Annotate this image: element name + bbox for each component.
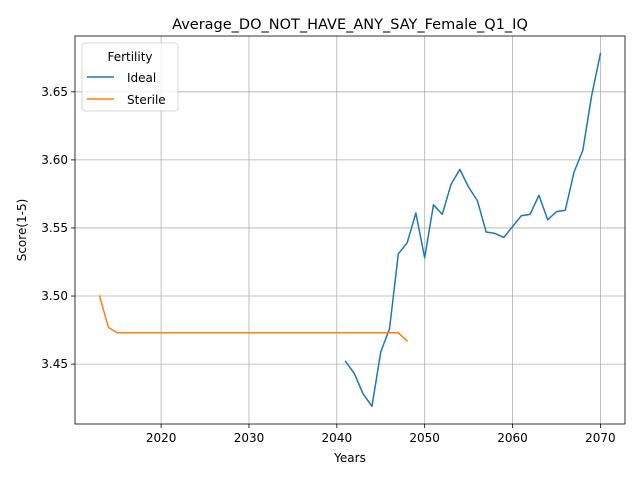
- y-axis-ticks: 3.45 3.50 3.55 3.60 3.65: [41, 85, 75, 371]
- x-tick-label: 2050: [409, 431, 440, 445]
- legend-title: Fertility: [107, 50, 152, 64]
- x-tick-label: 2040: [322, 431, 353, 445]
- x-tick-label: 2030: [234, 431, 265, 445]
- legend-label-ideal: Ideal: [127, 71, 156, 85]
- y-tick-label: 3.55: [41, 221, 68, 235]
- x-axis-label: Years: [333, 451, 366, 465]
- x-tick-label: 2060: [497, 431, 528, 445]
- series-layer: [98, 52, 602, 408]
- y-tick-label: 3.65: [41, 85, 68, 99]
- legend-label-sterile: Sterile: [127, 93, 166, 107]
- legend: Fertility Ideal Sterile: [81, 42, 179, 112]
- series-line-ideal: [344, 52, 602, 408]
- x-tick-label: 2020: [146, 431, 177, 445]
- x-tick-label: 2070: [585, 431, 616, 445]
- x-axis-ticks: 2020 2030 2040 2050 2060 2070: [146, 424, 616, 445]
- chart-title: Average_DO_NOT_HAVE_ANY_SAY_Female_Q1_IQ: [172, 17, 528, 33]
- y-tick-label: 3.45: [41, 357, 68, 371]
- series-line-sterile: [98, 295, 409, 343]
- plot-frame: [74, 35, 626, 425]
- legend-box: [81, 42, 179, 112]
- y-tick-label: 3.60: [41, 153, 68, 167]
- y-axis-label: Score(1-5): [15, 199, 29, 262]
- y-tick-label: 3.50: [41, 289, 68, 303]
